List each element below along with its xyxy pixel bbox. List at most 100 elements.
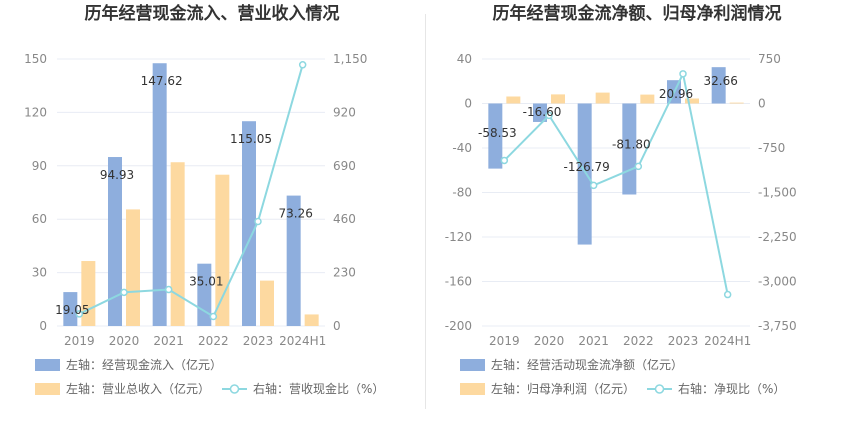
bar-data-label: 20.96 — [659, 87, 693, 101]
primary-bar — [152, 63, 167, 327]
ratio-line-point — [164, 285, 173, 294]
left-axis-tick-label: 0 — [464, 97, 472, 111]
legend-label: 右轴：净现比（%） — [678, 381, 785, 396]
primary-bar — [533, 103, 547, 122]
bar-data-label: 19.05 — [55, 303, 89, 317]
secondary-bar — [215, 174, 230, 326]
legend-swatch-marker — [229, 384, 240, 394]
primary-bar — [711, 67, 726, 104]
right-axis-tick-label: -2,250 — [758, 230, 797, 244]
panel-divider — [425, 14, 426, 409]
left-axis-tick-label: -200 — [445, 319, 472, 333]
bar-data-label: -81.80 — [612, 137, 651, 151]
right-axis-tick-label: -3,000 — [758, 275, 797, 289]
legend-swatch — [460, 383, 485, 395]
legend-label: 左轴：经营活动现金流净额（亿元） — [491, 357, 683, 372]
secondary-bar — [126, 209, 140, 326]
left-axis-tick-label: -120 — [445, 230, 472, 244]
x-axis-tick-label: 2023 — [243, 334, 274, 348]
x-axis-tick-label: 2022 — [623, 334, 654, 348]
right-axis-tick-label: 1,150 — [333, 52, 367, 66]
secondary-bar — [551, 94, 565, 104]
left-axis-tick-label: 30 — [32, 266, 47, 280]
primary-bar — [63, 292, 78, 326]
x-axis-tick-label: 2023 — [668, 334, 699, 348]
x-axis-tick-label: 2019 — [64, 334, 95, 348]
secondary-bar — [595, 92, 610, 104]
x-axis-tick-label: 2021 — [153, 334, 184, 348]
primary-bar — [242, 121, 256, 326]
right-axis-tick-label: 920 — [333, 105, 356, 119]
ratio-line-point — [545, 111, 553, 120]
right-axis-tick-label: 230 — [333, 266, 356, 280]
right-axis-tick-label: -3,750 — [758, 319, 797, 333]
secondary-bar — [81, 261, 96, 326]
legend-swatch — [35, 359, 60, 371]
legend-label: 左轴：营业总收入（亿元） — [66, 381, 210, 396]
x-axis-tick-label: 2022 — [198, 334, 229, 348]
right-axis-tick-label: 690 — [333, 159, 356, 173]
left-axis-tick-label: -160 — [445, 275, 472, 289]
right-axis-tick-label: 0 — [333, 319, 341, 333]
ratio-line-point — [209, 312, 218, 321]
right-axis-tick-label: 0 — [758, 97, 766, 111]
chart-title: 历年经营现金流净额、归母净利润情况 — [493, 3, 782, 24]
ratio-line-point — [298, 61, 307, 69]
bar-data-label: -126.79 — [564, 160, 610, 174]
bar-data-label: 94.93 — [100, 168, 134, 182]
legend-label: 左轴：经营现金流入（亿元） — [66, 357, 222, 372]
legend-label: 右轴：营收现金比（%） — [253, 381, 384, 396]
ratio-line-point — [634, 162, 643, 171]
left-axis-tick-label: 120 — [24, 105, 47, 119]
left-axis-tick-label: 0 — [39, 319, 47, 333]
primary-bar — [108, 157, 122, 326]
bar-data-label: 115.05 — [230, 132, 272, 146]
secondary-bar — [640, 94, 655, 104]
secondary-bar — [729, 102, 744, 104]
ratio-line-point — [254, 217, 262, 226]
net-cashflow-profit-chart: 历年经营现金流净额、归母净利润情况 -200 -160 -120 -80 -40 0 40 -3… — [445, 3, 797, 396]
legend-label: 左轴：归母净利润（亿元） — [491, 381, 635, 396]
legend-swatch — [460, 359, 485, 371]
bar-data-label: 73.26 — [278, 207, 312, 221]
left-axis-tick-label: -40 — [452, 141, 472, 155]
primary-bar — [488, 103, 503, 169]
ratio-line-point — [75, 310, 84, 318]
chart-title: 历年经营现金流入、营业收入情况 — [85, 3, 340, 24]
right-chart-panel: 历年经营现金流净额、归母净利润情况 -200 -160 -120 -80 -40 0 40 -3… — [425, 0, 850, 437]
ratio-line-point — [500, 156, 509, 165]
ratio-line-point — [723, 290, 732, 299]
left-axis-tick-label: 90 — [32, 159, 47, 173]
left-axis-tick-label: 60 — [32, 212, 47, 226]
secondary-bar — [685, 98, 699, 104]
ratio-line — [503, 70, 729, 295]
right-axis-tick-label: 460 — [333, 212, 356, 226]
right-axis-tick-label: -750 — [758, 141, 785, 155]
legend-swatch-marker — [654, 384, 665, 394]
primary-bar — [286, 195, 301, 326]
ratio-line — [78, 64, 304, 318]
left-axis-tick-label: 150 — [24, 52, 47, 66]
secondary-bar — [304, 314, 319, 326]
secondary-bar — [170, 162, 185, 326]
x-axis-tick-label: 2024H1 — [704, 334, 751, 348]
secondary-bar — [260, 280, 274, 326]
primary-bar — [197, 263, 212, 326]
left-axis-tick-label: -80 — [452, 186, 472, 200]
x-axis-tick-label: 2020 — [109, 334, 140, 348]
right-axis-tick-label: -1,500 — [758, 186, 797, 200]
left-chart-panel: 历年经营现金流入、营业收入情况 0 30 60 90 120 150 0 230 460 690 92… — [24, 3, 384, 396]
x-axis-tick-label: 2020 — [534, 334, 565, 348]
left-axis-tick-label: 40 — [457, 52, 472, 66]
ratio-line-point — [589, 181, 598, 190]
x-axis-tick-label: 2021 — [578, 334, 609, 348]
ratio-line-point — [120, 288, 128, 297]
legend-swatch — [35, 383, 60, 395]
bar-data-label: -16.60 — [523, 105, 562, 119]
cash-inflow-revenue-chart: 历年经营现金流入、营业收入情况 0 30 60 90 120 150 0 230 460 690 92… — [24, 3, 384, 396]
bar-data-label: 147.62 — [141, 74, 183, 88]
bar-data-label: 35.01 — [189, 275, 223, 289]
x-axis-tick-label: 2019 — [489, 334, 520, 348]
bar-data-label: 32.66 — [703, 74, 737, 88]
ratio-line-point — [679, 70, 687, 78]
